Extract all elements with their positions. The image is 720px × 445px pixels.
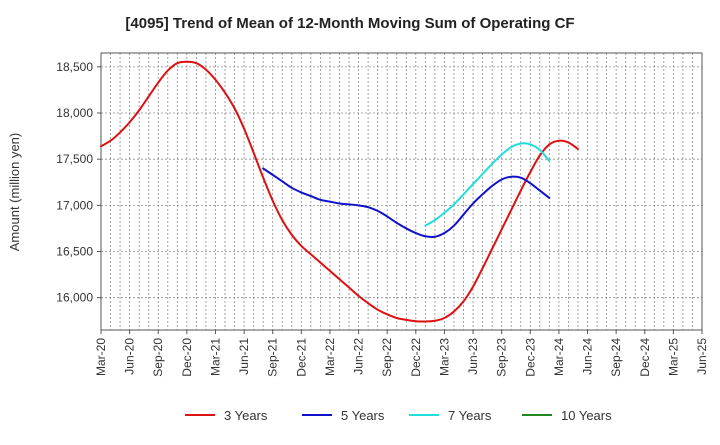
x-tick-label: Dec-21 [294,338,308,377]
y-tick-label: 16,000 [56,291,93,305]
x-tick-label: Sep-21 [266,338,280,377]
y-axis-ticks: 16,000 16,500 17,000 17,500 18,000 18,500 [56,60,101,305]
x-axis-ticks: Mar-20 Jun-20 Sep-20 Dec-20 Mar-21 Jun-21 Sep-… [94,330,709,377]
x-tick-label: Sep-24 [609,338,623,377]
grid-layer [101,53,702,330]
x-tick-label: Mar-21 [208,338,222,376]
x-tick-label: Jun-21 [237,338,251,375]
x-tick-label: Mar-24 [552,338,566,376]
series-layer [100,60,579,323]
x-tick-label: Dec-20 [180,338,194,377]
chart-title: [4095] Trend of Mean of 12-Month Moving … [125,15,574,32]
legend: 3 Years 5 Years 7 Years 10 Years [185,408,612,423]
x-tick-label: Dec-22 [409,338,423,377]
x-tick-label: Jun-22 [352,338,366,375]
x-tick-label: Mar-22 [323,338,337,376]
y-tick-label: 18,500 [56,60,93,74]
legend-label-5-years: 5 Years [341,408,385,423]
legend-label-7-years: 7 Years [448,408,492,423]
plot-frame [100,52,703,331]
series-line-7-years [424,142,551,227]
x-tick-label: Mar-23 [437,338,451,376]
x-tick-label: Mar-25 [666,338,680,376]
x-tick-label: Jun-20 [123,338,137,375]
series-line-3-years [100,60,579,323]
y-tick-label: 18,000 [56,106,93,120]
y-tick-label: 17,500 [56,152,93,166]
x-tick-label: Dec-24 [638,338,652,377]
x-tick-label: Sep-20 [151,338,165,377]
x-tick-label: Dec-23 [523,338,537,377]
x-tick-label: Sep-22 [380,338,394,377]
x-tick-label: Mar-20 [94,338,108,376]
x-tick-label: Jun-25 [695,338,709,375]
y-tick-label: 17,000 [56,198,93,212]
y-tick-label: 16,500 [56,245,93,259]
series-line-5-years [262,167,551,238]
x-tick-label: Jun-23 [466,338,480,375]
x-tick-label: Sep-23 [495,338,509,377]
x-tick-label: Jun-24 [581,338,595,375]
legend-label-10-years: 10 Years [561,408,612,423]
legend-label-3-years: 3 Years [224,408,268,423]
y-axis-label: Amount (million yen) [7,133,22,252]
plot-border [100,52,703,331]
